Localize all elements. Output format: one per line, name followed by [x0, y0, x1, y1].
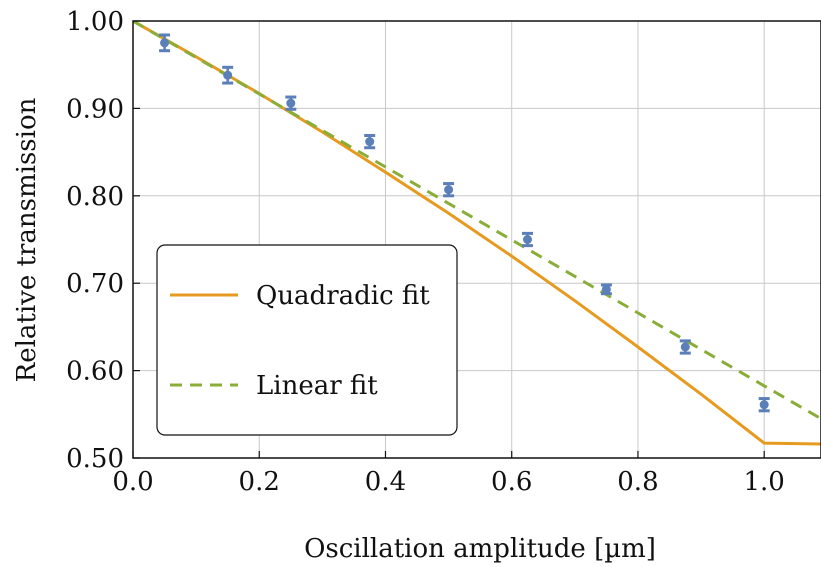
fit-lines: [133, 21, 821, 446]
fit-line-linear-fit: [133, 21, 821, 420]
legend-label-quadradic-fit: Quadradic fit: [256, 281, 430, 311]
data-point: [758, 397, 770, 413]
x-tick-label: 1.0: [744, 467, 785, 497]
data-point: [364, 133, 376, 150]
data-marker: [601, 284, 611, 294]
x-tick-label: 0.6: [491, 467, 532, 497]
x-tick-label: 0.8: [617, 467, 658, 497]
y-tick-label: 1.00: [66, 7, 124, 37]
x-tick-label: 0.2: [239, 467, 280, 497]
data-point: [222, 65, 234, 85]
data-marker: [160, 38, 170, 48]
x-axis-title: Oscillation amplitude [µm]: [304, 534, 656, 564]
data-marker: [286, 98, 296, 108]
data-point: [600, 283, 612, 296]
data-point: [443, 182, 455, 198]
data-marker: [522, 235, 532, 244]
y-axis-title: Relative transmission: [12, 97, 42, 382]
data-marker: [680, 342, 690, 352]
legend: Quadradic fit Linear fit: [156, 244, 458, 436]
data-marker: [223, 70, 233, 80]
legend-label-linear-fit: Linear fit: [256, 371, 378, 401]
x-tick-label: 0.0: [112, 467, 153, 497]
y-tick-label: 0.90: [66, 94, 124, 124]
y-tick-label: 0.50: [66, 444, 124, 474]
data-point: [521, 231, 533, 248]
data-point: [679, 339, 691, 355]
x-tick-label: 0.4: [365, 467, 406, 497]
data-marker: [365, 137, 375, 147]
plot-frame: [132, 20, 821, 459]
fit-line-quadradic-fit: [133, 21, 821, 446]
y-axis-ticks: 0.50 0.60 0.70 0.80 0.90 1.00: [66, 7, 140, 474]
data-marker: [759, 400, 769, 410]
legend-box: [156, 244, 458, 436]
data-point: [285, 95, 297, 111]
y-tick-label: 0.80: [66, 182, 124, 212]
x-axis-ticks: 0.0 0.2 0.4 0.6 0.8 1.0: [112, 451, 785, 497]
y-tick-label: 0.60: [66, 357, 124, 387]
data-marker: [444, 185, 454, 195]
y-tick-label: 0.70: [66, 269, 124, 299]
data-points: [159, 33, 770, 413]
data-point: [159, 33, 171, 53]
